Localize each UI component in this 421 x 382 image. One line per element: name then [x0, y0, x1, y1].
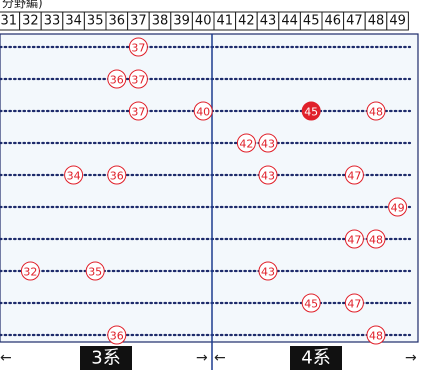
circled-number-text: 47 — [347, 298, 361, 311]
circled-number-text: 49 — [391, 202, 405, 215]
circled-number — [20, 261, 40, 281]
circled-number — [64, 165, 84, 185]
circled-number — [344, 293, 364, 313]
circled-number — [344, 165, 364, 185]
circled-number-text: 36 — [110, 330, 124, 343]
series-label: 3系 — [91, 348, 120, 369]
circled-number — [258, 165, 278, 185]
column-number: 42 — [238, 14, 255, 29]
column-box — [386, 11, 409, 31]
circled-number — [258, 261, 278, 281]
circled-number — [128, 37, 148, 57]
circled-number-text: 42 — [239, 138, 253, 151]
circled-number-text: 40 — [196, 106, 210, 119]
circled-number-text: 43 — [261, 138, 275, 151]
circled-number — [85, 261, 105, 281]
circled-number — [107, 165, 127, 185]
circled-number — [128, 101, 148, 121]
table-body — [0, 33, 419, 343]
column-number: 31 — [1, 14, 18, 29]
arrow: ← — [0, 350, 12, 366]
circled-number — [193, 101, 213, 121]
circled-number-text: 45 — [304, 106, 318, 119]
circled-number-text: 47 — [347, 234, 361, 247]
column-number: 37 — [130, 14, 147, 29]
circled-number — [301, 101, 321, 121]
circled-number — [301, 293, 321, 313]
column-number: 38 — [152, 14, 169, 29]
circled-number-text: 37 — [131, 74, 145, 87]
label-bg — [290, 346, 342, 370]
circled-number-text: 36 — [110, 170, 124, 183]
series-label: 4系 — [301, 348, 330, 369]
column-number: 32 — [22, 14, 39, 29]
circled-number-text: 34 — [67, 170, 81, 183]
header-note: 分野編) — [2, 0, 43, 10]
column-number: 40 — [195, 14, 212, 29]
arrow: ← — [214, 350, 226, 366]
column-number: 46 — [325, 14, 342, 29]
circled-number-text: 43 — [261, 266, 275, 279]
circled-number-text: 35 — [88, 266, 102, 279]
circled-number-text: 48 — [369, 330, 383, 343]
circled-number — [107, 69, 127, 89]
circled-number-text: 48 — [369, 106, 383, 119]
column-number: 43 — [260, 14, 277, 29]
arrow: → — [196, 350, 208, 366]
circled-number-text: 32 — [23, 266, 37, 279]
column-number: 36 — [109, 14, 126, 29]
circled-number — [344, 229, 364, 249]
circled-number-text: 36 — [110, 74, 124, 87]
circled-number — [236, 133, 256, 153]
column-number: 44 — [281, 14, 298, 29]
circled-number-text: 48 — [369, 234, 383, 247]
column-number: 33 — [44, 14, 61, 29]
column-number: 34 — [65, 14, 82, 29]
circled-number-text: 45 — [304, 298, 318, 311]
column-number: 49 — [389, 14, 406, 29]
circled-number — [366, 229, 386, 249]
column-number: 41 — [217, 14, 234, 29]
arrow: → — [405, 350, 417, 366]
circled-number-text: 37 — [131, 42, 145, 55]
label-bg — [80, 346, 132, 370]
circled-number — [128, 69, 148, 89]
circled-number — [366, 101, 386, 121]
circled-number-text: 37 — [131, 106, 145, 119]
circled-number — [107, 325, 127, 345]
column-number: 39 — [173, 14, 190, 29]
column-number: 47 — [346, 14, 363, 29]
column-number: 48 — [368, 14, 385, 29]
column-number: 45 — [303, 14, 320, 29]
circled-number — [366, 325, 386, 345]
circled-number — [258, 133, 278, 153]
circled-number-text: 43 — [261, 170, 275, 183]
circled-number-text: 47 — [347, 170, 361, 183]
column-number: 35 — [87, 14, 104, 29]
circled-number — [388, 197, 408, 217]
